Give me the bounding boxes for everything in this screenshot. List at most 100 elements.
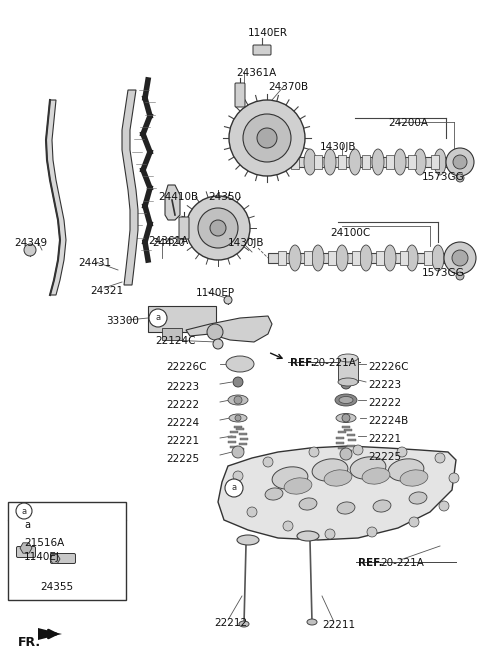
Circle shape xyxy=(213,339,223,349)
Bar xyxy=(386,155,394,169)
Ellipse shape xyxy=(434,149,446,175)
Text: 24431: 24431 xyxy=(78,258,111,268)
Ellipse shape xyxy=(409,492,427,504)
Circle shape xyxy=(207,324,223,340)
Bar xyxy=(268,253,460,263)
Bar xyxy=(400,251,408,265)
Text: 1140ER: 1140ER xyxy=(248,28,288,38)
Ellipse shape xyxy=(414,149,426,175)
Text: 22224B: 22224B xyxy=(368,416,408,426)
Text: 1140EJ: 1140EJ xyxy=(24,552,60,562)
Text: 33300: 33300 xyxy=(106,316,139,326)
Polygon shape xyxy=(122,90,138,285)
Text: 22212: 22212 xyxy=(214,618,247,628)
Ellipse shape xyxy=(312,459,348,481)
Polygon shape xyxy=(165,185,180,220)
Text: a: a xyxy=(231,484,237,493)
Text: 24350: 24350 xyxy=(208,192,241,202)
Ellipse shape xyxy=(284,478,312,494)
Ellipse shape xyxy=(228,395,248,405)
Circle shape xyxy=(229,100,305,176)
Text: 24361A: 24361A xyxy=(236,68,276,78)
Bar xyxy=(228,441,236,443)
Text: 22225: 22225 xyxy=(166,454,199,464)
Bar xyxy=(338,447,347,449)
Bar xyxy=(162,328,182,340)
Bar xyxy=(314,155,322,169)
Circle shape xyxy=(341,379,351,389)
Ellipse shape xyxy=(406,245,418,271)
Bar xyxy=(347,434,355,436)
Text: REF.: REF. xyxy=(290,358,315,368)
Circle shape xyxy=(456,272,464,280)
Ellipse shape xyxy=(304,149,316,175)
Circle shape xyxy=(198,208,238,248)
Circle shape xyxy=(210,220,226,236)
Bar xyxy=(408,155,416,169)
Text: 1573GG: 1573GG xyxy=(422,172,465,182)
Text: 1430JB: 1430JB xyxy=(320,142,357,152)
Ellipse shape xyxy=(384,245,396,271)
Ellipse shape xyxy=(338,354,358,362)
FancyBboxPatch shape xyxy=(16,546,36,557)
Ellipse shape xyxy=(265,488,283,500)
Bar xyxy=(148,306,216,332)
Circle shape xyxy=(397,447,407,457)
Text: 22225: 22225 xyxy=(368,452,401,462)
Text: 22223: 22223 xyxy=(368,380,401,390)
Ellipse shape xyxy=(349,149,361,175)
Text: a: a xyxy=(156,313,161,323)
Bar xyxy=(376,251,384,265)
Circle shape xyxy=(16,503,32,519)
Text: 1140EP: 1140EP xyxy=(196,288,235,298)
Ellipse shape xyxy=(307,619,317,625)
Bar xyxy=(348,439,356,441)
Circle shape xyxy=(283,521,293,531)
Ellipse shape xyxy=(324,470,352,486)
Text: a: a xyxy=(22,506,26,515)
Text: 22224: 22224 xyxy=(166,418,199,428)
Text: 22226C: 22226C xyxy=(368,362,408,372)
FancyBboxPatch shape xyxy=(179,217,189,239)
Ellipse shape xyxy=(226,356,254,372)
Ellipse shape xyxy=(237,535,259,545)
Text: 24355: 24355 xyxy=(40,582,73,592)
Text: 21516A: 21516A xyxy=(24,538,64,548)
Text: 1430JB: 1430JB xyxy=(228,238,264,248)
Bar xyxy=(448,251,456,265)
Circle shape xyxy=(453,155,467,169)
Circle shape xyxy=(233,377,243,387)
Text: 22221: 22221 xyxy=(166,436,199,446)
Text: 22222: 22222 xyxy=(166,400,199,410)
Circle shape xyxy=(186,196,250,260)
Circle shape xyxy=(243,114,291,162)
Bar xyxy=(338,155,346,169)
Polygon shape xyxy=(38,628,62,640)
Ellipse shape xyxy=(312,245,324,271)
Bar xyxy=(347,445,355,447)
Text: 22211: 22211 xyxy=(322,620,355,630)
Circle shape xyxy=(446,148,474,176)
Bar xyxy=(240,438,248,440)
Text: 22222: 22222 xyxy=(368,398,401,408)
FancyBboxPatch shape xyxy=(253,45,271,55)
Ellipse shape xyxy=(432,245,444,271)
Text: 24370B: 24370B xyxy=(268,82,308,92)
Text: 24420: 24420 xyxy=(152,238,185,248)
Ellipse shape xyxy=(338,378,358,386)
Ellipse shape xyxy=(372,149,384,175)
Ellipse shape xyxy=(339,397,353,404)
Ellipse shape xyxy=(337,502,355,514)
Bar xyxy=(362,155,370,169)
Bar xyxy=(338,432,347,434)
Text: 24200A: 24200A xyxy=(388,118,428,128)
Circle shape xyxy=(309,447,319,457)
Circle shape xyxy=(367,527,377,537)
Bar xyxy=(8,502,126,600)
Ellipse shape xyxy=(336,413,356,422)
Ellipse shape xyxy=(272,467,308,489)
Text: 22226C: 22226C xyxy=(166,362,206,372)
Circle shape xyxy=(409,517,419,527)
Bar xyxy=(336,442,344,444)
Polygon shape xyxy=(218,446,456,540)
